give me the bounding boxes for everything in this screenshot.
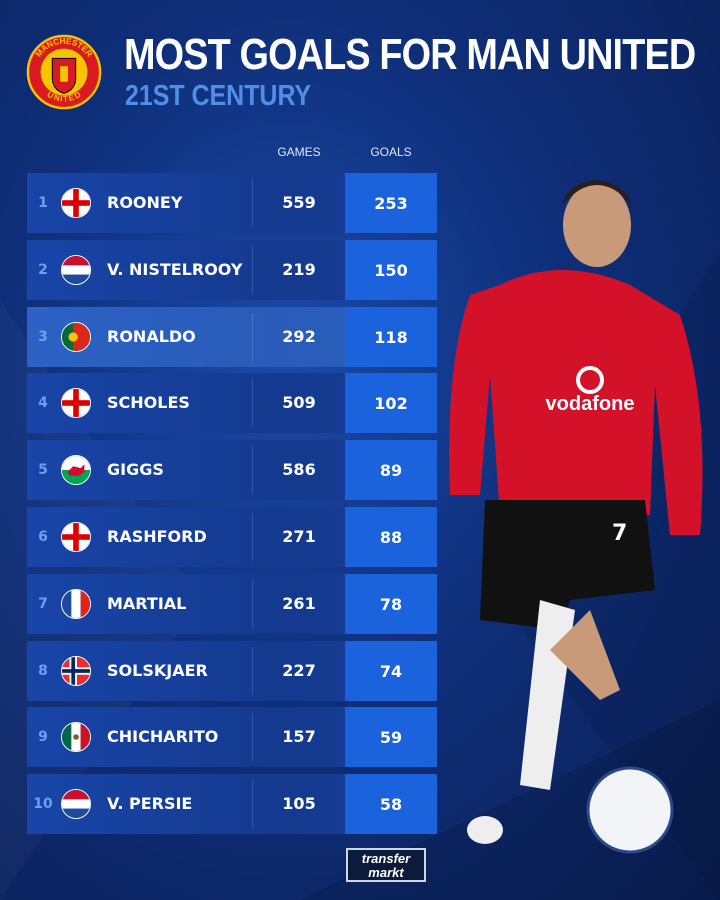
divider bbox=[252, 245, 253, 294]
rank: 3 bbox=[38, 328, 48, 345]
games-value: 586 bbox=[282, 460, 316, 480]
divider bbox=[252, 780, 253, 829]
rank: 8 bbox=[38, 662, 48, 679]
goals-value: 78 bbox=[345, 573, 437, 634]
goals-value: 118 bbox=[345, 306, 437, 367]
goals-value: 102 bbox=[345, 373, 437, 434]
games-value: 227 bbox=[282, 660, 316, 680]
table-row: 5 GIGGS 586 89 bbox=[27, 440, 437, 501]
goals-value: 89 bbox=[345, 440, 437, 501]
goals-value: 88 bbox=[345, 507, 437, 567]
games-value: 157 bbox=[282, 727, 316, 747]
player-name: V. PERSIE bbox=[107, 794, 193, 814]
transfermarkt-logo: transfer markt bbox=[346, 848, 426, 882]
england-flag-icon bbox=[61, 522, 91, 552]
divider bbox=[252, 446, 253, 495]
player-name: RASHFORD bbox=[107, 527, 207, 546]
england-flag-icon bbox=[61, 188, 91, 218]
divider bbox=[252, 646, 253, 695]
games-value: 219 bbox=[282, 259, 316, 279]
player-name: GIGGS bbox=[107, 460, 164, 480]
rank: 7 bbox=[38, 595, 48, 612]
divider bbox=[252, 513, 253, 561]
table-row: 1 ROONEY 559 253 bbox=[27, 173, 437, 233]
player-name: ROONEY bbox=[107, 193, 183, 212]
goals-value: 74 bbox=[345, 640, 437, 701]
games-value: 509 bbox=[282, 393, 316, 413]
player-photo: vodafone 7 bbox=[449, 180, 703, 854]
rank: 4 bbox=[38, 395, 48, 412]
player-name: CHICHARITO bbox=[107, 727, 219, 747]
logo-line1: transfer bbox=[361, 851, 411, 866]
crest-text-bottom: UNITED bbox=[46, 90, 82, 103]
goals-value: 253 bbox=[345, 173, 437, 233]
rank: 6 bbox=[38, 529, 48, 545]
table-row: 6 RASHFORD 271 88 bbox=[27, 507, 437, 567]
table-row: 4 SCHOLES 509 102 bbox=[27, 373, 437, 434]
player-name: SCHOLES bbox=[107, 393, 190, 413]
goals-value: 58 bbox=[345, 774, 437, 835]
portugal-flag-icon bbox=[61, 321, 91, 352]
shirt-number: 7 bbox=[612, 521, 627, 546]
england-flag-icon bbox=[61, 388, 91, 419]
norway-flag-icon bbox=[61, 655, 91, 686]
divider bbox=[252, 379, 253, 428]
shirt-sponsor: vodafone bbox=[546, 393, 635, 415]
table-row: 8 SOLSKJAER 227 74 bbox=[27, 640, 437, 701]
column-header-games: GAMES bbox=[277, 145, 321, 159]
goals-value: 59 bbox=[345, 707, 437, 768]
player-name: RONALDO bbox=[107, 326, 196, 346]
rank: 9 bbox=[38, 729, 48, 746]
games-value: 261 bbox=[282, 593, 316, 613]
wales-flag-icon bbox=[61, 455, 91, 486]
mexico-flag-icon bbox=[61, 722, 91, 753]
netherlands-flag-icon bbox=[61, 254, 91, 285]
goals-value: 150 bbox=[345, 239, 437, 300]
rank: 2 bbox=[38, 261, 48, 278]
games-value: 292 bbox=[282, 326, 316, 346]
player-name: MARTIAL bbox=[107, 593, 187, 613]
man-united-crest: MANCHESTER UNITED bbox=[26, 34, 102, 110]
rank: 1 bbox=[38, 195, 48, 211]
divider bbox=[252, 713, 253, 762]
games-value: 559 bbox=[282, 193, 316, 212]
table-row: 10 V. PERSIE 105 58 bbox=[27, 774, 437, 835]
table-row: 3 RONALDO 292 118 bbox=[27, 306, 437, 367]
page-title: MOST GOALS FOR MAN UNITED bbox=[124, 30, 696, 79]
page-subtitle: 21ST CENTURY bbox=[125, 80, 312, 112]
netherlands-flag-icon bbox=[61, 789, 91, 820]
logo-line2: markt bbox=[368, 865, 404, 880]
rank: 10 bbox=[33, 796, 53, 813]
divider bbox=[252, 312, 253, 361]
player-name: SOLSKJAER bbox=[107, 660, 208, 680]
games-value: 105 bbox=[282, 794, 316, 814]
rank: 5 bbox=[38, 462, 48, 479]
france-flag-icon bbox=[61, 588, 91, 619]
svg-text:UNITED: UNITED bbox=[46, 90, 82, 103]
table-row: 7 MARTIAL 261 78 bbox=[27, 573, 437, 634]
games-value: 271 bbox=[282, 527, 316, 546]
column-header-goals: GOALS bbox=[370, 145, 412, 159]
player-name: V. NISTELROOY bbox=[107, 259, 243, 279]
divider bbox=[252, 179, 253, 227]
table-row: 2 V. NISTELROOY 219 150 bbox=[27, 239, 437, 300]
table-row: 9 CHICHARITO 157 59 bbox=[27, 707, 437, 768]
divider bbox=[252, 579, 253, 628]
